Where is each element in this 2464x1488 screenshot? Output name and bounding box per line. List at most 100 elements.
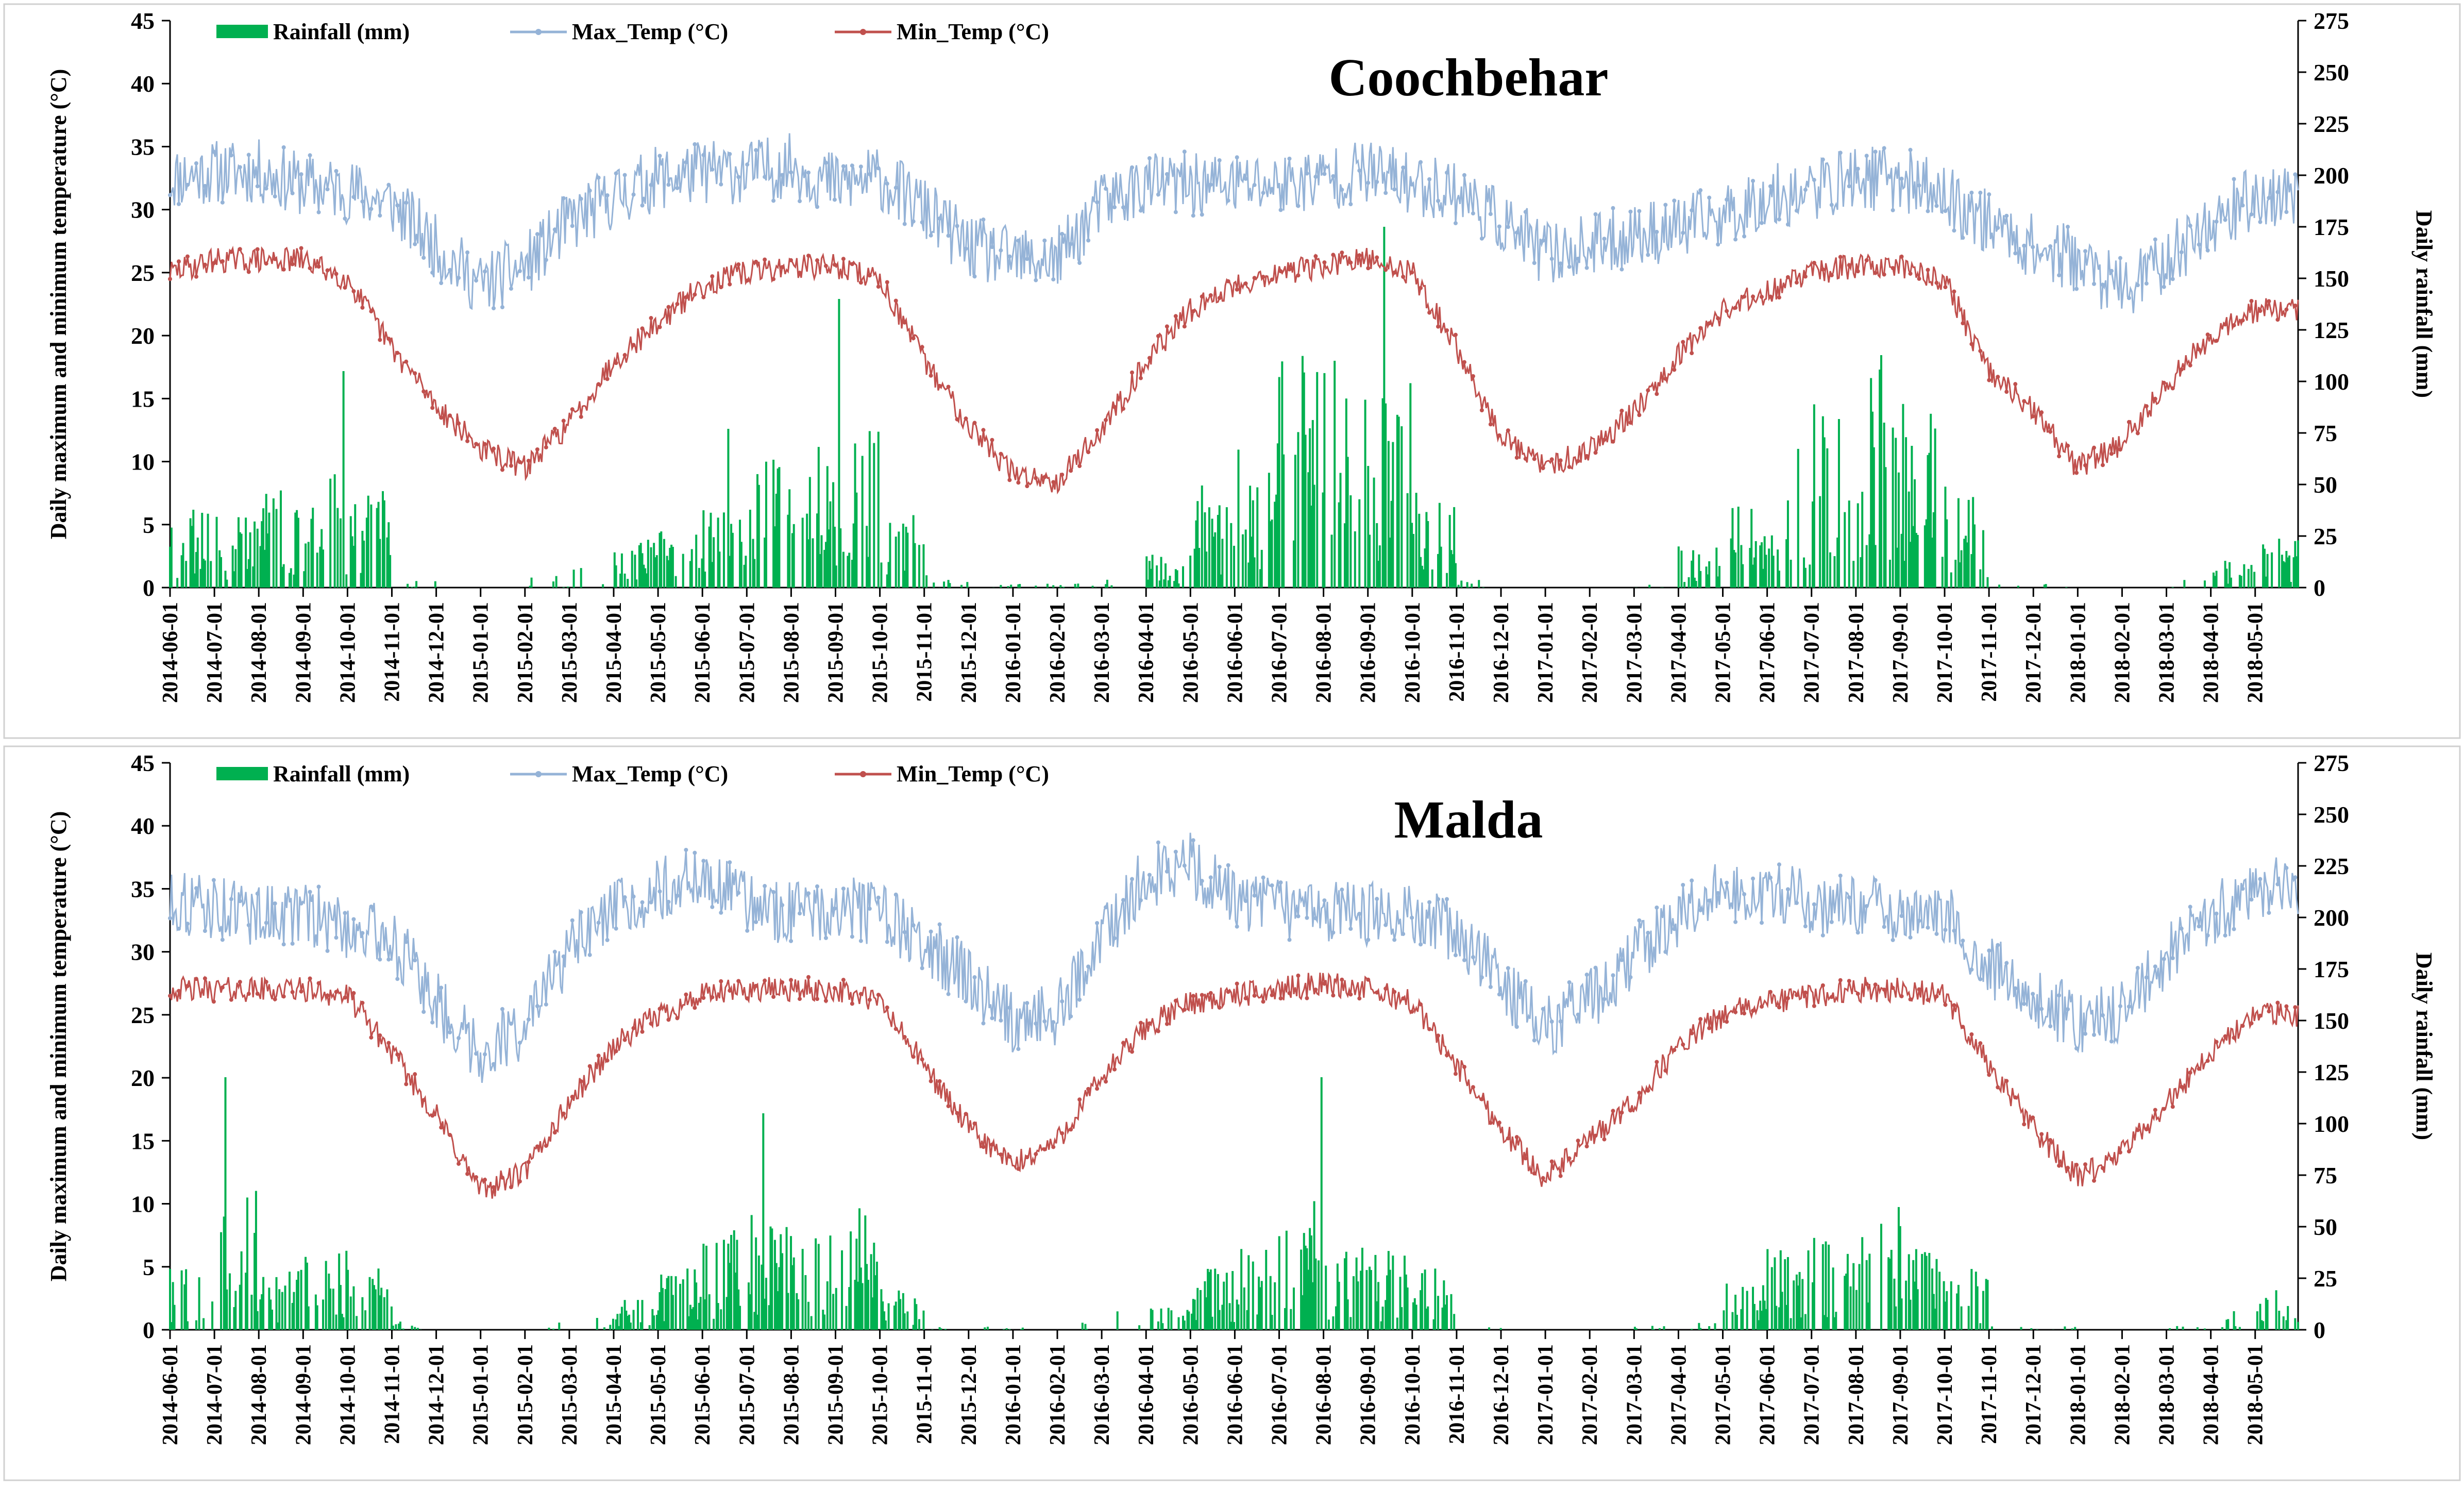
- rainfall-bar: [288, 573, 291, 588]
- rainfall-bar: [833, 526, 836, 588]
- min-temp-point: [736, 979, 741, 983]
- rainfall-bar: [294, 512, 297, 588]
- min-temp-point: [2275, 1000, 2280, 1005]
- rainfall-bar: [615, 565, 617, 588]
- rainfall-bar: [169, 546, 171, 588]
- rainfall-bar: [284, 1285, 286, 1330]
- min-temp-point: [587, 1064, 592, 1068]
- rainfall-bar: [198, 1277, 200, 1330]
- rainfall-bar: [1265, 1249, 1268, 1330]
- x-tick-label: 2015-09-01: [824, 602, 848, 703]
- rainfall-bar: [1790, 1318, 1792, 1330]
- rainfall-bar: [1411, 523, 1413, 588]
- max-temp-point: [325, 948, 330, 953]
- max-temp-point: [2188, 905, 2192, 909]
- min-temp-point: [1558, 1174, 1563, 1178]
- min-temp-point: [1392, 990, 1397, 994]
- rainfall-bar: [1912, 526, 1915, 588]
- min-temp-point: [640, 1029, 645, 1034]
- min-temp-point: [2249, 1021, 2254, 1026]
- rainfall-bar: [752, 539, 754, 588]
- max-temp-point: [1584, 973, 1589, 977]
- min-temp-point: [229, 249, 233, 254]
- x-tick-label: 2015-02-01: [514, 1344, 537, 1445]
- rainfall-bar: [817, 1244, 820, 1330]
- min-temp-point: [1156, 334, 1160, 339]
- rainfall-bar: [351, 536, 353, 588]
- max-temp-point: [1252, 182, 1257, 187]
- rainfall-bar: [749, 509, 751, 588]
- max-temp-point: [1672, 927, 1677, 931]
- rainfall-bar: [1381, 398, 1384, 588]
- x-tick-label: 2016-07-01: [1268, 1344, 1292, 1445]
- max-temp-point: [981, 218, 986, 222]
- min-temp-point: [2100, 1166, 2105, 1171]
- rainfall-bar: [211, 1301, 214, 1330]
- rainfall-bar: [1163, 579, 1166, 588]
- min-temp-point: [2197, 347, 2201, 352]
- rainfall-bar: [933, 582, 935, 588]
- max-temp-point: [763, 175, 767, 179]
- max-temp-point: [474, 1051, 479, 1056]
- rainfall-bar: [1903, 561, 1906, 588]
- rainfall-bar: [194, 573, 196, 588]
- legend-max-temp-marker: [535, 29, 542, 35]
- y-tick-label: 15: [131, 1128, 155, 1154]
- min-temp-point: [308, 976, 312, 981]
- rainfall-bar: [239, 1284, 241, 1330]
- rainfall-bar: [1237, 1304, 1240, 1330]
- min-temp-point: [2144, 404, 2149, 409]
- rainfall-bar: [434, 581, 436, 588]
- max-temp-point: [937, 922, 942, 927]
- rainfall-bar: [671, 1295, 674, 1330]
- max-temp-point: [1340, 188, 1344, 192]
- rainfall-bar: [275, 1277, 278, 1330]
- rainfall-bar: [736, 1240, 738, 1330]
- rainfall-bar: [1768, 548, 1770, 588]
- rainfall-bar: [320, 529, 323, 588]
- rainfall-bar: [1726, 1283, 1728, 1330]
- rainfall-bar: [2292, 557, 2295, 588]
- min-temp-point: [911, 1055, 916, 1059]
- x-tick-label: 2018-04-01: [2200, 602, 2223, 703]
- min-temp-point: [1375, 255, 1379, 260]
- max-temp-point: [902, 222, 907, 226]
- max-temp-point: [1235, 155, 1239, 160]
- rainfall-bar: [2045, 584, 2047, 588]
- rainfall-bar: [1309, 428, 1311, 588]
- max-temp-point: [850, 934, 854, 939]
- max-temp-point: [202, 183, 207, 188]
- x-tick-label: 2015-10-01: [869, 1344, 892, 1445]
- min-temp-point: [1235, 981, 1239, 986]
- min-temp-point: [491, 446, 496, 451]
- rainfall-bar: [713, 1318, 715, 1330]
- rainfall-bar: [195, 1320, 197, 1330]
- min-temp-point: [1095, 428, 1100, 432]
- max-temp-point: [1611, 206, 1615, 210]
- min-temp-point: [544, 445, 548, 449]
- min-temp-point: [885, 1005, 889, 1010]
- rainfall-bar: [1809, 564, 1811, 588]
- max-temp-point: [1104, 187, 1108, 191]
- max-temp-point: [1987, 192, 1992, 197]
- x-tick-label: 2016-04-01: [1135, 1344, 1158, 1445]
- rainfall-bar: [1390, 500, 1393, 588]
- max-temp-point: [579, 910, 583, 915]
- rainfall-bar: [873, 443, 875, 588]
- max-temp-point: [1716, 242, 1720, 247]
- min-temp-point: [823, 263, 828, 268]
- rainfall-bar: [316, 1305, 318, 1330]
- rainfall-bar: [787, 1293, 789, 1330]
- max-temp-point: [439, 281, 444, 286]
- min-temp-point: [631, 343, 636, 347]
- y-tick-label: 0: [143, 1317, 155, 1343]
- min-temp-point: [1820, 983, 1825, 988]
- max-temp-point: [1488, 984, 1493, 989]
- max-temp-point: [500, 1007, 504, 1011]
- rainfall-bar: [226, 1289, 228, 1330]
- rainfall-bar: [1349, 495, 1352, 588]
- max-temp-point: [1716, 891, 1720, 895]
- rainfall-bar: [822, 1310, 824, 1330]
- rainfall-bar: [2043, 584, 2046, 588]
- max-temp-point: [1226, 863, 1230, 867]
